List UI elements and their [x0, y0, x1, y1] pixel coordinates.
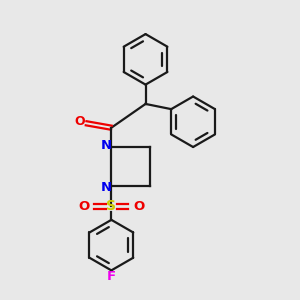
Text: O: O — [134, 200, 145, 213]
Text: O: O — [78, 200, 89, 213]
Text: S: S — [106, 200, 116, 214]
Text: F: F — [107, 270, 116, 284]
Text: N: N — [100, 181, 112, 194]
Text: N: N — [100, 139, 112, 152]
Text: O: O — [74, 115, 85, 128]
